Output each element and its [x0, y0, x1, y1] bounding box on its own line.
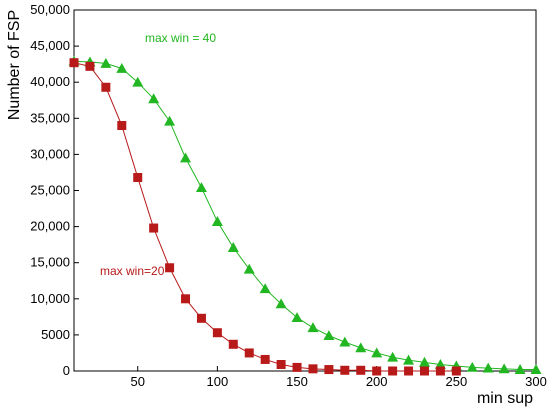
plot-area: 0 5000 10,000 15,000 20,000 25,000 30,000 35,00… [30, 2, 547, 389]
y-tick-label: 50,000 [30, 2, 70, 17]
series-2-point [356, 365, 366, 375]
series-1-point [211, 216, 223, 226]
series-2-point [419, 366, 429, 376]
series-2-point [451, 366, 461, 376]
series-2-point [244, 348, 254, 358]
series-2-point [228, 339, 238, 349]
series-1-point [227, 242, 239, 252]
plot-frame [73, 9, 537, 372]
series-1-point [148, 93, 160, 104]
y-tick-label: 5000 [41, 327, 70, 342]
x-tick-label: 250 [445, 374, 467, 389]
y-tick-label: 10,000 [30, 291, 70, 306]
series-2-point [117, 121, 127, 131]
series-2-point [101, 82, 111, 92]
series-2-point [165, 263, 175, 273]
series-line-2 [73, 62, 457, 372]
y-axis-label: Number of FSP [6, 10, 23, 120]
series-1-point [100, 57, 112, 68]
series-1-point [307, 322, 319, 333]
series-1-point [355, 342, 367, 353]
series-1-point [259, 283, 271, 294]
y-tick-label: 30,000 [30, 146, 70, 161]
y-tick-label: 40,000 [30, 74, 70, 89]
series-1-point [323, 330, 335, 341]
series-2-point [292, 362, 302, 372]
series-1-point [243, 263, 255, 274]
series-2-point [133, 173, 143, 183]
x-tick-label: 50 [130, 374, 144, 389]
series-2-point [69, 58, 79, 68]
series-1-point [514, 364, 526, 374]
series-2-point [388, 366, 398, 376]
series-1-point [530, 364, 542, 374]
series-1-point [291, 312, 303, 322]
series-1-point [498, 363, 510, 374]
series-1-point [482, 362, 494, 373]
series-line-1 [73, 60, 536, 371]
series-1-point [164, 115, 176, 126]
series-2-point [85, 61, 95, 71]
y-tick-label: 20,000 [30, 219, 70, 234]
series-1-point [339, 336, 351, 347]
series-1-point [195, 182, 207, 193]
x-tick-label: 300 [525, 374, 547, 389]
series-2-point [435, 366, 445, 376]
series-2-point [372, 366, 382, 376]
x-tick-label: 200 [366, 374, 388, 389]
x-axis-label: min sup [477, 390, 533, 407]
y-tick-label: 35,000 [30, 110, 70, 125]
series-1-point [387, 351, 399, 362]
series-2-point [149, 223, 159, 233]
series-2-point [340, 365, 350, 375]
annotation-max-win-20: max win=20 [100, 264, 165, 278]
series-2-point [181, 294, 191, 304]
series-2-point [196, 313, 206, 323]
y-tick-label: 15,000 [30, 255, 70, 270]
series-2-point [308, 364, 318, 374]
series-2-point [324, 365, 334, 375]
series-1-point [434, 359, 446, 369]
series-2-point [212, 328, 222, 338]
annotation-max-win-40: max win = 40 [145, 31, 216, 45]
series-1-point [466, 361, 478, 372]
y-tick-label: 45,000 [30, 38, 70, 53]
series-1-point [418, 356, 430, 367]
series-1-point [371, 347, 383, 358]
series-2-point [276, 360, 286, 370]
x-tick-label: 100 [207, 374, 229, 389]
x-tick-label: 150 [286, 374, 308, 389]
y-tick-label: 25,000 [30, 183, 70, 198]
series-2-point [260, 354, 270, 364]
series-1-point [275, 298, 287, 309]
series-2-point [404, 366, 414, 376]
series-1-point [116, 62, 128, 73]
y-tick-label: 0 [63, 363, 70, 378]
series-1-point [403, 354, 415, 365]
series-1-point [180, 152, 192, 163]
series-1-point [132, 76, 144, 87]
